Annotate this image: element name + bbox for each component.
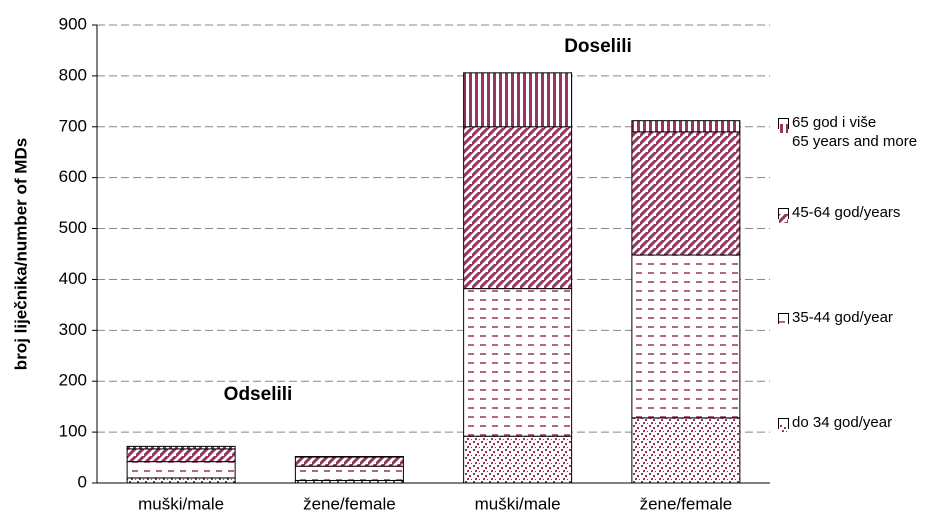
legend-item: 35-44 god/year <box>778 308 893 328</box>
x-tick-label: muški/male <box>138 494 224 513</box>
legend-swatch <box>778 208 789 223</box>
y-tick-label: 800 <box>59 65 87 84</box>
x-tick-label: muški/male <box>475 494 561 513</box>
bar-segment <box>126 461 236 479</box>
y-tick-label: 200 <box>59 371 87 390</box>
annotation: Odselili <box>224 384 293 405</box>
bar-segment <box>126 477 236 484</box>
bar-segment <box>294 456 404 467</box>
legend-item: do 34 god/year <box>778 413 893 433</box>
bar-segment <box>126 448 236 463</box>
y-tick-label: 300 <box>59 320 87 339</box>
bar-segment <box>126 445 236 450</box>
bar-segment <box>463 288 573 437</box>
y-tick-label: 0 <box>78 472 87 491</box>
x-tick-label: žene/female <box>303 494 396 513</box>
y-axis-label: broj liječnika/number of MDs <box>11 138 30 370</box>
y-tick-label: 500 <box>59 218 87 237</box>
legend-label: 35-44 god/year <box>792 309 893 326</box>
bar-segment <box>631 254 741 419</box>
y-tick-label: 700 <box>59 116 87 135</box>
y-tick-label: 600 <box>59 167 87 186</box>
bar-segment <box>631 131 741 256</box>
y-tick-label: 400 <box>59 269 87 288</box>
y-tick-label: 900 <box>59 14 87 33</box>
bar-segment <box>463 126 573 290</box>
legend-swatch <box>778 418 789 433</box>
bar-segment <box>631 417 741 484</box>
x-tick-label: žene/female <box>640 494 733 513</box>
bar-segment <box>463 435 573 484</box>
legend-swatch <box>778 118 789 133</box>
legend-swatch <box>778 313 789 328</box>
annotation: Doselili <box>564 36 632 57</box>
y-tick-label: 100 <box>59 422 87 441</box>
legend-item: 45-64 god/years <box>778 203 901 223</box>
legend-label: do 34 god/year <box>792 414 893 431</box>
bar-segment <box>294 465 404 481</box>
bar-segment <box>294 456 404 458</box>
legend-label: 45-64 god/years <box>792 204 901 221</box>
bar-segment <box>631 120 741 133</box>
legend-label: 65 god i više 65 years and more <box>792 114 918 150</box>
legend-item: 65 god i više 65 years and more <box>778 113 917 151</box>
bar-segment <box>463 72 573 128</box>
